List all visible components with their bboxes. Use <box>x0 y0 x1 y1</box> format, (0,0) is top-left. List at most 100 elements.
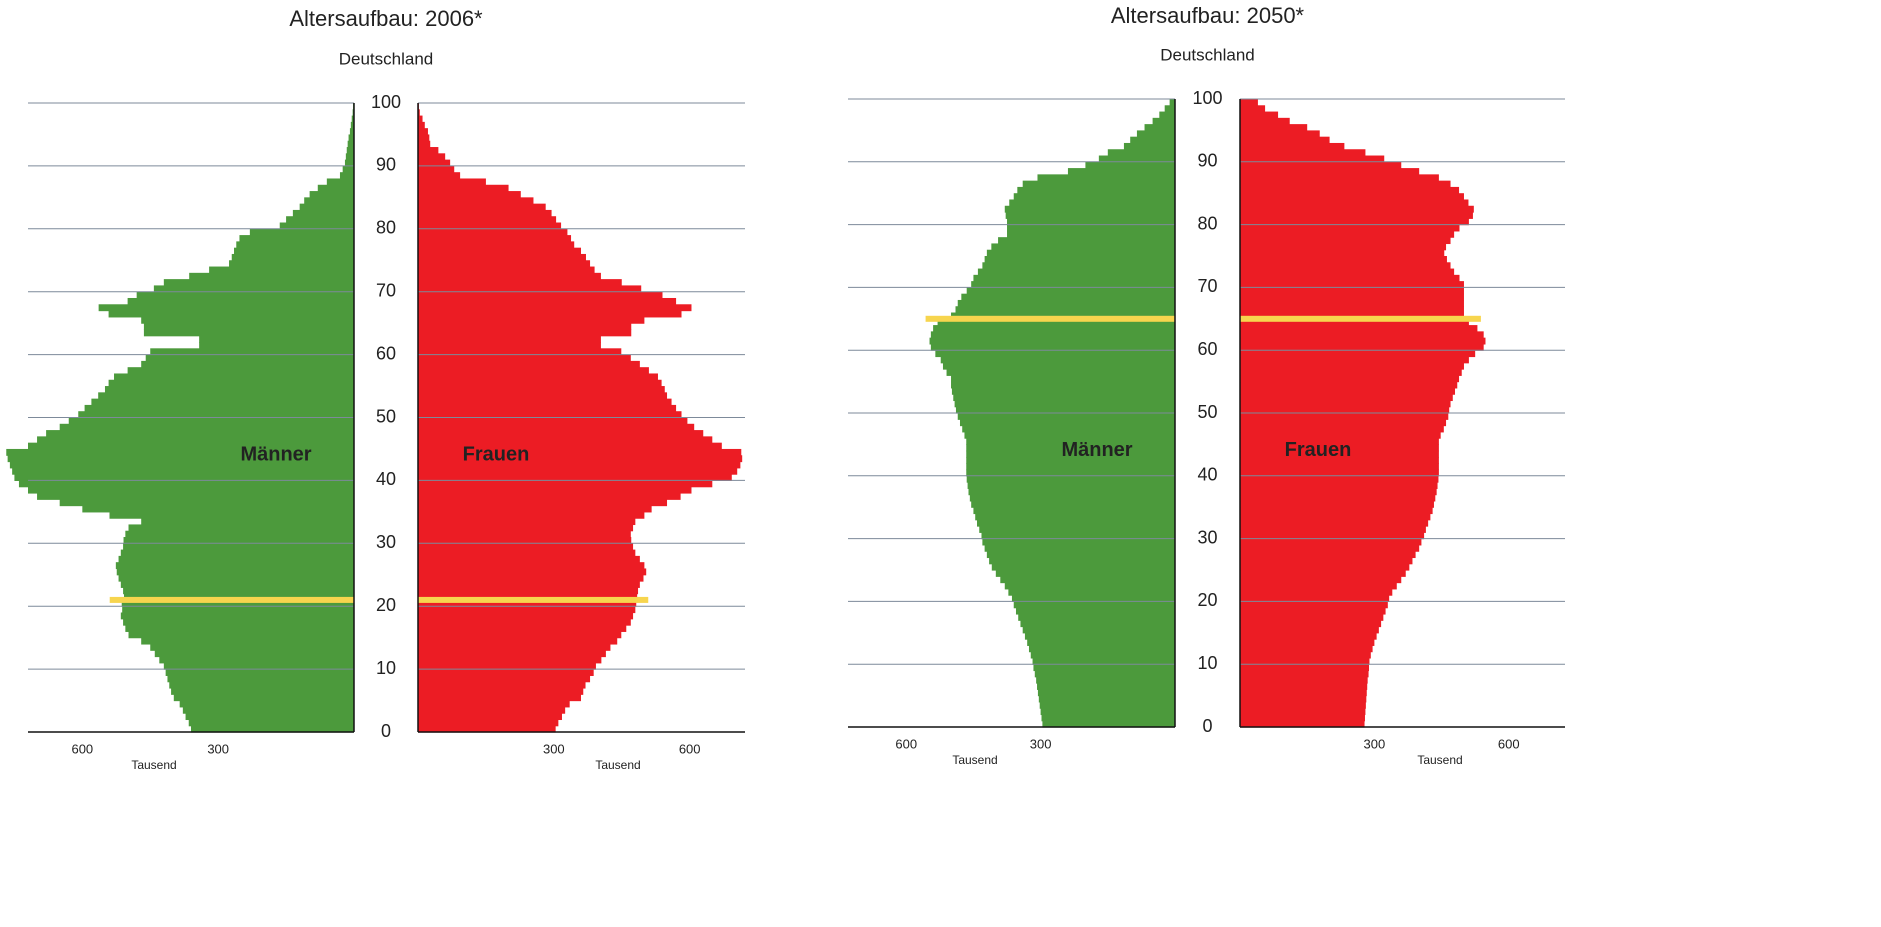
bar <box>1011 595 1175 602</box>
bar <box>418 360 640 368</box>
bar <box>1240 488 1437 496</box>
bar <box>955 406 1175 414</box>
bar <box>951 381 1175 389</box>
bar <box>418 128 428 136</box>
bar <box>7 455 354 463</box>
bar <box>418 543 634 551</box>
bar <box>141 518 354 526</box>
bar <box>418 681 586 689</box>
bar <box>1240 142 1345 150</box>
bar <box>339 172 354 180</box>
bar <box>136 291 354 299</box>
bar <box>1042 720 1175 728</box>
bar <box>1240 337 1486 345</box>
bar <box>418 448 742 456</box>
bar <box>971 281 1175 288</box>
bar <box>418 392 668 400</box>
bar <box>1240 526 1426 533</box>
bar <box>1123 142 1175 150</box>
bar <box>104 386 354 393</box>
bar <box>1240 720 1365 728</box>
bar <box>1039 701 1175 709</box>
bar <box>1240 369 1462 376</box>
bar <box>1085 161 1175 169</box>
bar <box>128 524 354 532</box>
bar <box>418 662 596 670</box>
bar <box>418 511 645 519</box>
bar <box>342 165 354 173</box>
bar <box>68 417 354 425</box>
bar <box>1013 601 1175 609</box>
bar <box>418 537 632 544</box>
bar <box>966 475 1175 483</box>
bar <box>1240 664 1370 672</box>
bar <box>1240 381 1458 389</box>
bar <box>239 235 354 242</box>
bar <box>1240 626 1379 634</box>
bar <box>1036 676 1175 684</box>
bar <box>1240 708 1366 716</box>
bar <box>1240 375 1460 383</box>
bar <box>1038 695 1175 703</box>
bar <box>942 362 1175 370</box>
bar <box>418 247 581 255</box>
bar <box>1024 632 1175 640</box>
y-tick-label: 30 <box>376 532 396 552</box>
bar <box>1017 186 1175 194</box>
y-tick-label: 90 <box>376 155 396 175</box>
bar <box>937 318 1175 326</box>
bar <box>199 335 354 343</box>
y-tick-label: 20 <box>376 595 396 615</box>
bar <box>1020 620 1175 628</box>
bar <box>1240 218 1469 226</box>
bar <box>59 499 354 507</box>
x-tick-label: 600 <box>1498 736 1520 751</box>
x-tick-label: 300 <box>1364 736 1386 751</box>
bar <box>125 530 354 538</box>
bar <box>418 675 591 683</box>
bar <box>418 279 622 287</box>
bar <box>1240 394 1453 402</box>
bar <box>995 570 1175 577</box>
bar <box>418 562 645 570</box>
bar <box>1240 136 1330 144</box>
bar <box>188 719 354 727</box>
bar <box>59 423 354 431</box>
y-tick-label: 50 <box>376 406 396 426</box>
bar <box>18 480 354 488</box>
bar <box>418 222 562 230</box>
bar <box>1240 582 1397 590</box>
bar <box>1098 155 1175 163</box>
bar <box>968 488 1175 496</box>
highlight-bar <box>1240 315 1481 322</box>
x-tick-label: 300 <box>207 741 229 756</box>
y-tick-label: 80 <box>376 218 396 238</box>
bar <box>1240 588 1393 596</box>
bar <box>418 568 647 576</box>
bar <box>418 172 461 180</box>
bar <box>1004 582 1175 590</box>
bar <box>418 354 631 362</box>
bar <box>957 413 1175 420</box>
bar <box>962 425 1175 433</box>
bar <box>165 669 354 676</box>
bar <box>418 581 640 588</box>
bar <box>1240 714 1365 722</box>
bar <box>167 675 354 683</box>
bar <box>418 612 634 620</box>
bar <box>984 544 1175 552</box>
bar <box>351 115 354 123</box>
bar <box>418 348 622 356</box>
chart-subtitle: Deutschland <box>339 49 434 68</box>
series-label: Männer <box>240 444 311 466</box>
y-tick-label: 40 <box>376 469 396 489</box>
bar <box>150 643 354 651</box>
bar <box>1240 576 1402 584</box>
bar <box>1152 117 1175 125</box>
bar <box>418 260 591 268</box>
bar <box>123 587 354 595</box>
bar <box>1240 551 1416 559</box>
bar <box>349 128 354 136</box>
bar <box>304 197 354 205</box>
bar <box>1240 212 1473 219</box>
